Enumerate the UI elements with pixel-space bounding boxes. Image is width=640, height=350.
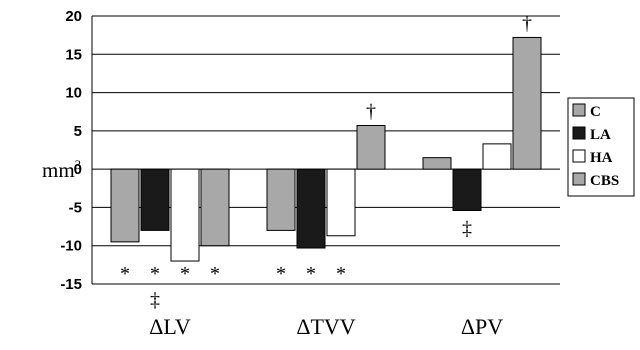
legend-label: C	[590, 104, 601, 120]
significance-marker: *	[306, 263, 316, 285]
significance-marker: ‡	[462, 217, 472, 239]
bar-la	[140, 168, 170, 231]
y-tick-label: -5	[69, 199, 82, 216]
bar-ha	[326, 168, 356, 237]
bar-c	[266, 168, 296, 231]
significance-marker: *	[336, 263, 346, 285]
legend-swatch	[572, 126, 586, 140]
bar-cbs	[512, 36, 542, 170]
bar-la	[452, 168, 482, 211]
category-labels: ΔLV ΔTVV ΔPV	[149, 314, 503, 339]
significance-marker: *	[180, 263, 190, 285]
y-tick-label: 20	[65, 8, 82, 25]
significance-marker: *	[150, 263, 160, 285]
y-tick-label: 10	[65, 85, 82, 102]
bar-ha	[482, 143, 512, 170]
legend-swatch	[572, 103, 586, 117]
significance-marker: *	[276, 263, 286, 285]
significance-marker: ‡	[150, 289, 160, 311]
significance-marker: †	[522, 12, 532, 34]
bar-la	[296, 168, 326, 249]
significance-markers: * * ‡ * * * * * † ‡ †	[120, 12, 532, 311]
significance-marker: *	[210, 263, 220, 285]
legend-label: LA	[590, 127, 611, 143]
y-tick-labels: 20 15 10 5 0 -5 -10 -15	[60, 8, 82, 293]
significance-marker: *	[120, 263, 130, 285]
bar-cbs	[200, 168, 230, 247]
legend: C LA HA CBS	[567, 97, 635, 197]
category-label: ΔTVV	[296, 314, 355, 339]
bars	[110, 36, 542, 262]
category-label: ΔPV	[461, 314, 503, 339]
legend-swatch	[572, 172, 586, 186]
bar-cbs	[356, 124, 386, 170]
legend-label: CBS	[590, 173, 619, 189]
y-axis-label: mm3	[42, 157, 81, 182]
y-tick-label: 5	[74, 123, 82, 140]
legend-label: HA	[590, 150, 613, 166]
legend-swatch	[572, 149, 586, 163]
category-label: ΔLV	[149, 314, 191, 339]
y-tick-label: 0	[74, 161, 82, 178]
grid-lines	[92, 15, 560, 285]
y-tick-label: -15	[60, 276, 82, 293]
bar-c	[110, 168, 140, 243]
y-tick-label: 15	[65, 46, 82, 63]
y-tick-label: -10	[60, 238, 82, 255]
bar-ha	[170, 168, 200, 262]
bar-c	[422, 157, 452, 170]
significance-marker: †	[366, 100, 376, 122]
